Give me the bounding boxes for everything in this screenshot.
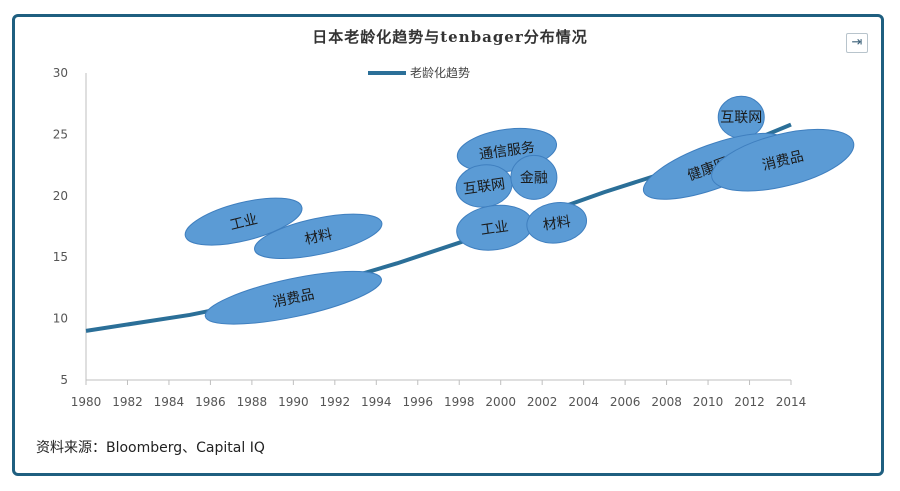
sector-bubble: 金融 [510, 154, 558, 200]
x-tick-label: 1992 [320, 395, 351, 409]
sector-bubble-shape [526, 202, 588, 244]
sector-bubble-label: 工业 [228, 211, 259, 233]
x-tick-label: 1990 [278, 395, 309, 409]
y-tick-label: 20 [53, 189, 68, 203]
sector-bubble: 材料 [254, 213, 383, 260]
y-tick-label: 15 [53, 250, 68, 264]
x-tick-label: 2004 [568, 395, 599, 409]
legend-swatch [368, 70, 406, 75]
x-tick-label: 2012 [734, 395, 765, 409]
x-tick-label: 1980 [71, 395, 102, 409]
sector-bubble: 消费品 [711, 128, 855, 192]
x-tick-label: 2010 [693, 395, 724, 409]
y-tick-label: 30 [53, 66, 68, 80]
sector-bubble: 工业 [456, 204, 533, 251]
source-note: 资料来源：Bloomberg、Capital IQ [36, 440, 265, 456]
y-tick-label: 25 [53, 127, 68, 141]
sector-bubble-shape [510, 154, 558, 200]
x-tick-label: 2000 [485, 395, 516, 409]
expand-icon[interactable]: ⇥ [846, 33, 868, 53]
x-tick-label: 1984 [154, 395, 185, 409]
sector-bubble-shape [184, 197, 303, 246]
x-tick-label: 1988 [237, 395, 268, 409]
sector-bubble-label: 互联网 [462, 176, 506, 198]
legend: 老龄化趋势 [368, 64, 470, 81]
x-tick-label: 1994 [361, 395, 392, 409]
sector-bubble: 消费品 [204, 270, 382, 325]
sector-bubble-shape [711, 128, 855, 192]
x-tick-label: 1986 [195, 395, 226, 409]
x-tick-label: 2002 [527, 395, 558, 409]
legend-label: 老龄化趋势 [410, 66, 471, 80]
sector-bubble-label: 材料 [303, 227, 334, 248]
y-tick-label: 10 [53, 312, 68, 326]
sector-bubble-shape [254, 213, 383, 260]
sector-bubble: 工业 [184, 197, 303, 246]
sector-bubble: 互联网 [717, 95, 765, 139]
sector-bubble-label: 通信服务 [478, 140, 536, 164]
x-tick-label: 2014 [776, 395, 807, 409]
chart-title: 日本老龄化趋势与tenbager分布情况 [312, 28, 588, 46]
x-tick-label: 2008 [651, 395, 682, 409]
sector-bubble-shape [204, 270, 382, 325]
x-tick-label: 2006 [610, 395, 641, 409]
x-tick-label: 1998 [444, 395, 475, 409]
sector-bubble-label: 材料 [542, 214, 572, 234]
y-tick-label: 5 [60, 373, 68, 387]
sector-bubble-label: 金融 [520, 170, 548, 186]
sector-bubble-label: 工业 [480, 219, 510, 239]
sector-bubble: 材料 [526, 202, 588, 244]
x-tick-label: 1996 [402, 395, 433, 409]
sector-bubble-label: 互联网 [720, 110, 762, 126]
x-tick-label: 1982 [112, 395, 143, 409]
sector-bubble: 互联网 [455, 164, 513, 208]
